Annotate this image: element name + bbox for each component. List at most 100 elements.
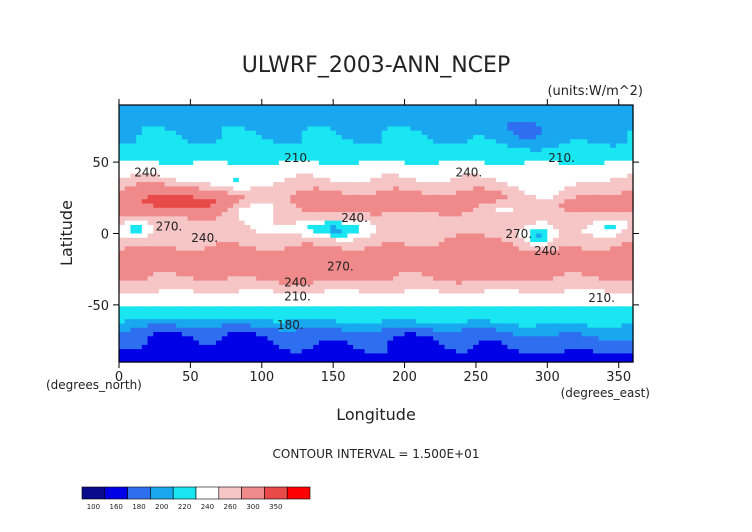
heatmap-cell bbox=[593, 130, 600, 136]
heatmap-cell bbox=[450, 280, 457, 286]
heatmap-cell bbox=[267, 254, 274, 260]
heatmap-cell bbox=[278, 224, 286, 230]
heatmap-cell bbox=[210, 147, 217, 153]
heatmap-cell bbox=[341, 237, 349, 243]
heatmap-cell bbox=[575, 194, 583, 200]
heatmap-cell bbox=[216, 340, 223, 346]
heatmap-cell bbox=[427, 314, 434, 320]
heatmap-cell bbox=[318, 143, 326, 149]
heatmap-cell bbox=[227, 147, 234, 153]
heatmap-cell bbox=[518, 293, 526, 299]
heatmap-cell bbox=[119, 327, 126, 333]
heatmap-cell bbox=[376, 126, 383, 132]
heatmap-cell bbox=[421, 203, 428, 209]
heatmap-cell bbox=[307, 139, 314, 145]
heatmap-cell bbox=[358, 216, 366, 222]
heatmap-cell bbox=[461, 302, 468, 307]
heatmap-cell bbox=[473, 156, 480, 162]
heatmap-cell bbox=[553, 190, 560, 196]
heatmap-cell bbox=[244, 117, 251, 123]
heatmap-cell bbox=[284, 143, 291, 149]
heatmap-cell bbox=[358, 199, 366, 205]
heatmap-cell bbox=[124, 164, 132, 170]
heatmap-cell bbox=[124, 297, 132, 303]
heatmap-cell bbox=[324, 207, 331, 213]
heatmap-cell bbox=[410, 272, 417, 277]
heatmap-cell bbox=[410, 147, 417, 153]
heatmap-cell bbox=[370, 220, 377, 226]
heatmap-cell bbox=[387, 130, 394, 136]
heatmap-cell bbox=[530, 276, 537, 282]
heatmap-cell bbox=[387, 246, 394, 252]
heatmap-cell bbox=[535, 310, 543, 316]
heatmap-cell bbox=[415, 323, 423, 329]
heatmap-cell bbox=[244, 207, 251, 213]
heatmap-cell bbox=[404, 117, 411, 123]
heatmap-cell bbox=[216, 272, 223, 277]
heatmap-cell bbox=[336, 109, 343, 115]
heatmap-cell bbox=[187, 173, 194, 179]
heatmap-cell bbox=[244, 220, 251, 226]
heatmap-cell bbox=[307, 177, 314, 183]
heatmap-cell bbox=[558, 216, 566, 222]
heatmap-cell bbox=[558, 152, 566, 157]
heatmap-cell bbox=[164, 263, 171, 269]
heatmap-cell bbox=[216, 319, 223, 325]
heatmap-cell bbox=[570, 310, 577, 316]
heatmap-cell bbox=[216, 229, 223, 235]
heatmap-cell bbox=[450, 289, 457, 295]
heatmap-cell bbox=[495, 229, 503, 235]
heatmap-cell bbox=[558, 242, 566, 247]
heatmap-cell bbox=[564, 293, 571, 299]
heatmap-cell bbox=[301, 182, 309, 187]
heatmap-cell bbox=[535, 122, 543, 128]
heatmap-cell bbox=[507, 242, 514, 247]
heatmap-cell bbox=[581, 306, 588, 312]
heatmap-cell bbox=[181, 194, 189, 200]
heatmap-cell bbox=[193, 323, 200, 329]
heatmap-cell bbox=[358, 173, 366, 179]
heatmap-cell bbox=[535, 254, 543, 260]
heatmap-cell bbox=[467, 220, 474, 226]
heatmap-cell bbox=[336, 302, 343, 307]
heatmap-cell bbox=[324, 250, 331, 256]
heatmap-cell bbox=[507, 284, 514, 290]
heatmap-cell bbox=[610, 216, 617, 222]
heatmap-cell bbox=[381, 130, 389, 136]
heatmap-cell bbox=[615, 310, 623, 316]
heatmap-cell bbox=[221, 319, 229, 325]
heatmap-cell bbox=[455, 293, 463, 299]
heatmap-cell bbox=[547, 276, 554, 282]
heatmap-cell bbox=[421, 224, 428, 230]
heatmap-cell bbox=[547, 216, 554, 222]
heatmap-cell bbox=[564, 143, 571, 149]
heatmap-cell bbox=[524, 293, 531, 299]
heatmap-cell bbox=[267, 319, 274, 325]
heatmap-cell bbox=[598, 173, 606, 179]
heatmap-cell bbox=[221, 220, 229, 226]
heatmap-cell bbox=[433, 323, 440, 329]
heatmap-cell bbox=[141, 113, 149, 119]
heatmap-cell bbox=[336, 130, 343, 136]
heatmap-cell bbox=[524, 242, 531, 247]
heatmap-cell bbox=[267, 272, 274, 277]
heatmap-cell bbox=[398, 199, 406, 205]
heatmap-cell bbox=[604, 139, 611, 145]
heatmap-cell bbox=[347, 220, 354, 226]
heatmap-cell bbox=[575, 199, 583, 205]
heatmap-cell bbox=[238, 152, 246, 157]
heatmap-cell bbox=[575, 267, 583, 273]
heatmap-cell bbox=[250, 109, 257, 115]
heatmap-cell bbox=[296, 242, 303, 247]
heatmap-cell bbox=[301, 280, 309, 286]
heatmap-cell bbox=[204, 276, 211, 282]
heatmap-cell bbox=[621, 336, 628, 342]
heatmap-cell bbox=[318, 259, 326, 265]
heatmap-cell bbox=[330, 117, 337, 123]
heatmap-cell bbox=[273, 250, 280, 256]
heatmap-cell bbox=[461, 194, 468, 200]
heatmap-cell bbox=[530, 267, 537, 273]
heatmap-cell bbox=[233, 242, 240, 247]
heatmap-cell bbox=[296, 190, 303, 196]
heatmap-cell bbox=[176, 293, 183, 299]
